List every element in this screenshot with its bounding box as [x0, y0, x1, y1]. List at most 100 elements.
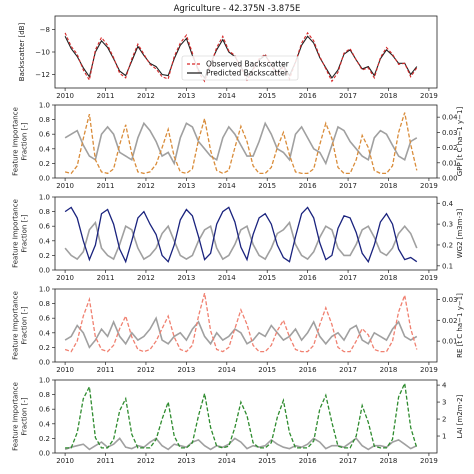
x-tick-label: 2019 [420, 182, 438, 190]
y-right-tick-label: 0.04 [442, 114, 458, 122]
y-right-tick-label: 0.03 [442, 296, 458, 304]
y-tick-label: 0.6 [39, 406, 51, 414]
x-tick-label: 2011 [97, 92, 115, 100]
y-tick-label: 0.4 [39, 329, 51, 337]
x-tick-label: 2015 [258, 457, 276, 465]
x-tick-label: 2019 [420, 92, 438, 100]
y-axis-label: Fraction [-] [21, 214, 29, 252]
y-right-tick-label: 4 [442, 382, 447, 390]
y-tick-label: 0.0 [39, 359, 50, 367]
x-tick-label: 2012 [137, 366, 155, 374]
y-axis-label: Backscatter [dB] [18, 23, 26, 82]
chart-title: Agriculture - 42.375N -3.875E [174, 4, 301, 14]
x-tick-label: 2016 [299, 366, 317, 374]
x-tick-label: 2012 [137, 274, 155, 282]
x-tick-label: 2013 [177, 182, 195, 190]
x-tick-label: 2014 [218, 182, 236, 190]
y-right-tick-label: 0.3 [442, 221, 453, 229]
x-tick-label: 2013 [177, 274, 195, 282]
y-tick-label: −10 [35, 49, 50, 57]
y-axis-label: Feature Importance [12, 199, 20, 268]
x-tick-label: 2010 [56, 274, 74, 282]
y-right-tick-label: 0.02 [442, 144, 458, 152]
x-tick-label: 2017 [339, 274, 357, 282]
x-tick-label: 2012 [137, 92, 155, 100]
series-feature-importance [64, 437, 418, 451]
x-tick-label: 2016 [299, 182, 317, 190]
plot-frame [54, 104, 438, 179]
x-tick-label: 2010 [56, 366, 74, 374]
y-right-tick-label: 3 [442, 399, 446, 407]
y-right-axis-label: LAI [m2m-2] [456, 394, 464, 438]
legend-box [181, 55, 299, 81]
x-tick-label: 2012 [137, 457, 155, 465]
y-tick-label: 1.0 [39, 377, 50, 385]
series-observed-backscatter [64, 31, 418, 83]
x-tick-label: 2011 [97, 182, 115, 190]
y-axis-label: Feature Importance [12, 107, 20, 176]
y-tick-label: 1.0 [39, 286, 50, 294]
panel-3: 2010 2011 2012 2013 2014 2015 2016 2017 2018 2019… [12, 194, 465, 283]
y-tick-label: 0.6 [39, 131, 51, 139]
x-tick-label: 2013 [177, 457, 195, 465]
plot-frame [54, 379, 438, 454]
x-tick-label: 2011 [97, 274, 115, 282]
x-tick-label: 2015 [258, 274, 276, 282]
series-re [64, 292, 418, 353]
y-right-tick-label: 1 [442, 433, 446, 441]
x-tick-label: 2017 [339, 366, 357, 374]
x-tick-label: 2018 [380, 457, 398, 465]
y-right-axis-label: WG2 [m3m-3] [456, 208, 464, 258]
y-tick-label: 0.4 [39, 145, 51, 153]
x-tick-label: 2016 [299, 274, 317, 282]
legend-label: Predicted Backscatter [206, 69, 289, 78]
y-right-tick-label: 0.03 [442, 129, 458, 137]
y-tick-label: 0.2 [39, 160, 50, 168]
x-tick-label: 2017 [339, 92, 357, 100]
x-tick-label: 2017 [339, 182, 357, 190]
x-tick-label: 2011 [97, 366, 115, 374]
x-tick-label: 2010 [56, 92, 74, 100]
panel-1: 2010 2011 2012 2013 2014 2015 2016 2017 2018 2019… [18, 15, 438, 100]
x-tick-label: 2014 [218, 92, 236, 100]
series-feature-importance [64, 121, 418, 166]
y-tick-label: 0.8 [39, 300, 50, 308]
y-right-tick-label: 0.00 [442, 175, 458, 183]
y-tick-label: 0.2 [39, 435, 50, 443]
y-tick-label: 0.4 [39, 237, 51, 245]
x-tick-label: 2013 [177, 366, 195, 374]
y-right-tick-label: 0.01 [442, 159, 458, 167]
y-tick-label: 0.6 [39, 223, 51, 231]
y-tick-label: 0.2 [39, 344, 50, 352]
panel-5: 2010 2011 2012 2013 2014 2015 2016 2017 2018 2019… [12, 377, 465, 466]
x-tick-label: 2014 [218, 274, 236, 282]
y-tick-label: 0.8 [39, 116, 50, 124]
y-right-tick-label: 0.1 [442, 262, 453, 270]
x-tick-label: 2019 [420, 366, 438, 374]
x-tick-label: 2018 [380, 366, 398, 374]
series-feature-importance [64, 316, 418, 349]
y-tick-label: 0.0 [39, 450, 50, 458]
x-tick-label: 2015 [258, 182, 276, 190]
panels: 2010 2011 2012 2013 2014 2015 2016 2017 2018 2019… [12, 15, 465, 466]
x-tick-label: 2012 [137, 182, 155, 190]
plot-frame [54, 288, 438, 363]
y-axis-label: Feature Importance [12, 291, 20, 360]
x-tick-label: 2018 [380, 182, 398, 190]
x-tick-label: 2015 [258, 92, 276, 100]
x-tick-label: 2014 [218, 366, 236, 374]
y-tick-label: 0.0 [39, 267, 50, 275]
panel-4: 2010 2011 2012 2013 2014 2015 2016 2017 2018 2019… [12, 286, 465, 375]
series-lai [65, 381, 418, 449]
x-tick-label: 2016 [299, 92, 317, 100]
y-tick-label: −12 [35, 71, 50, 79]
plot-frame [54, 196, 438, 271]
y-tick-label: −8 [40, 26, 50, 34]
y-right-tick-label: 0.2 [442, 241, 453, 249]
y-tick-label: 0.2 [39, 252, 50, 260]
y-right-tick-label: 0.01 [442, 338, 458, 346]
y-right-axis-label: GPP [t C ha−1 y−1] [456, 107, 464, 177]
x-tick-label: 2010 [56, 182, 74, 190]
